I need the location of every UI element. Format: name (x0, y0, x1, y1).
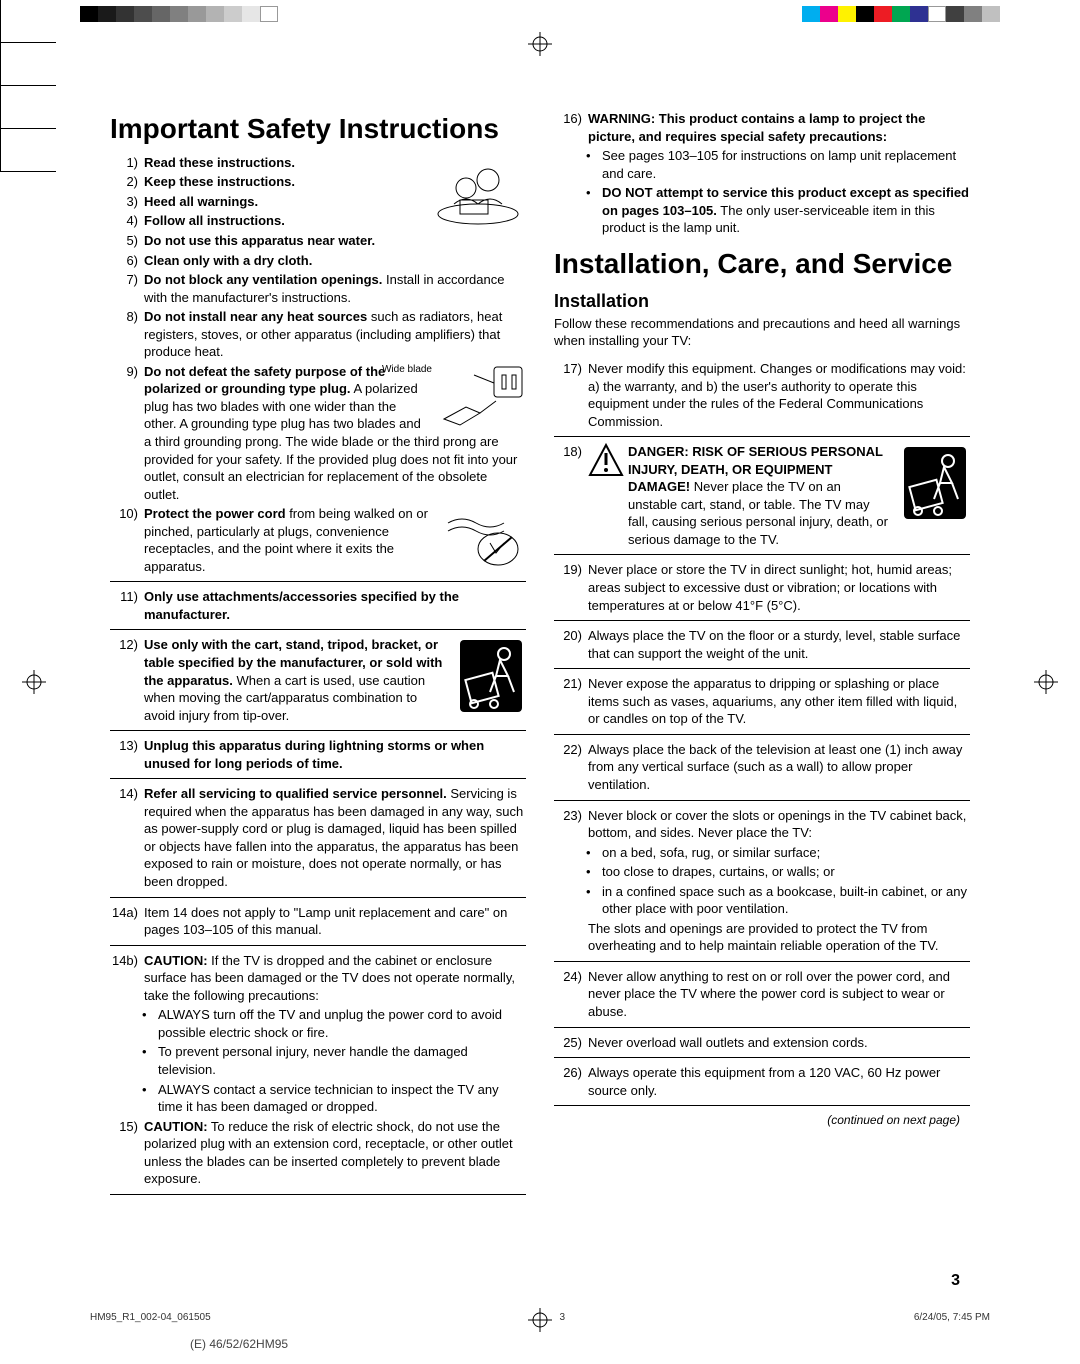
instruction-item: 6)Clean only with a dry cloth. (110, 252, 526, 270)
danger-item: 18)DANGER: RISK OF SERIOUS PERSONAL INJU… (554, 443, 970, 548)
instruction-item: 10)Protect the power cord from being wal… (110, 505, 526, 575)
instruction-item: 22)Always place the back of the televisi… (554, 741, 970, 794)
crop-mark (0, 43, 1, 85)
instruction-item: 13)Unplug this apparatus during lightnin… (110, 737, 526, 772)
instruction-item: 3)Heed all warnings. (110, 193, 430, 211)
sub-bullet: •in a confined space such as a bookcase,… (586, 883, 970, 918)
crop-mark (0, 42, 56, 43)
colorbar-left (80, 6, 278, 22)
footer: HM95_R1_002-04_061505 3 6/24/05, 7:45 PM (90, 1311, 990, 1325)
instruction-item: 1)Read these instructions. (110, 154, 430, 172)
instruction-item: 9)Wide bladeDo not defeat the safety pur… (110, 363, 526, 503)
right-intro: Follow these recommendations and precaut… (554, 315, 970, 350)
crop-mark (0, 85, 56, 86)
page-number: 3 (951, 1270, 960, 1292)
right-column: 16)WARNING: This product contains a lamp… (554, 110, 970, 1284)
sub-bullet: •ALWAYS contact a service technician to … (142, 1081, 526, 1116)
warning-triangle-icon (588, 443, 624, 477)
footer-left: HM95_R1_002-04_061505 (90, 1311, 211, 1325)
instruction-item: 2)Keep these instructions. (110, 173, 430, 191)
footer-right: 6/24/05, 7:45 PM (914, 1311, 990, 1325)
left-title: Important Safety Instructions (110, 110, 526, 148)
instruction-item: 21)Never expose the apparatus to drippin… (554, 675, 970, 728)
instruction-item: 4)Follow all instructions. (110, 212, 430, 230)
registration-mark-icon (528, 32, 552, 56)
page-content: Important Safety Instructions 1)Read the… (110, 110, 970, 1284)
page-footer-code: (E) 46/52/62HM95 (190, 1336, 288, 1352)
instruction-item: 24)Never allow anything to rest on or ro… (554, 968, 970, 1021)
instruction-item: 15)CAUTION: To reduce the risk of electr… (110, 1118, 526, 1188)
crop-mark (0, 171, 56, 172)
instruction-item: 26)Always operate this equipment from a … (554, 1064, 970, 1099)
continued-note: (continued on next page) (554, 1112, 960, 1128)
reading-family-icon (430, 154, 526, 228)
instruction-item: 20)Always place the TV on the floor or a… (554, 627, 970, 662)
crop-mark (0, 86, 1, 128)
power-cord-no-step-icon (442, 505, 526, 569)
cart-tip-over-icon (900, 443, 970, 523)
instruction-item: 14)Refer all servicing to qualified serv… (110, 785, 526, 890)
instruction-item: 19)Never place or store the TV in direct… (554, 561, 970, 614)
instruction-item: 5)Do not use this apparatus near water. (110, 232, 526, 250)
instruction-item: 17)Never modify this equipment. Changes … (554, 360, 970, 430)
right-title: Installation, Care, and Service (554, 245, 970, 283)
instruction-item: 11)Only use attachments/accessories spec… (110, 588, 526, 623)
instruction-item: 14b)CAUTION: If the TV is dropped and th… (110, 952, 526, 1005)
instruction-item: 16)WARNING: This product contains a lamp… (554, 110, 970, 145)
colorbar-right (802, 6, 1000, 22)
footer-mid: 3 (559, 1311, 565, 1325)
instruction-tail: The slots and openings are provided to p… (554, 920, 970, 955)
instruction-item: 12)Use only with the cart, stand, tripod… (110, 636, 526, 724)
instruction-item: 25)Never overload wall outlets and exten… (554, 1034, 970, 1052)
sub-bullet: •DO NOT attempt to service this product … (586, 184, 970, 237)
cart-tip-over-icon (456, 636, 526, 716)
sub-bullet: •on a bed, sofa, rug, or similar surface… (586, 844, 970, 862)
plug-outlet-icon (436, 363, 526, 433)
registration-mark-icon (1034, 670, 1058, 694)
crop-mark (0, 128, 56, 129)
crop-mark (0, 129, 1, 171)
instruction-item: 7)Do not block any ventilation openings.… (110, 271, 526, 306)
sub-bullet: •To prevent personal injury, never handl… (142, 1043, 526, 1078)
left-column: Important Safety Instructions 1)Read the… (110, 110, 526, 1284)
sub-bullet: •too close to drapes, curtains, or walls… (586, 863, 970, 881)
instruction-item: 14a)Item 14 does not apply to "Lamp unit… (110, 904, 526, 939)
crop-mark (0, 0, 1, 42)
right-subtitle: Installation (554, 289, 970, 313)
sub-bullet: •ALWAYS turn off the TV and unplug the p… (142, 1006, 526, 1041)
instruction-item: 8)Do not install near any heat sources s… (110, 308, 526, 361)
instruction-item: 23)Never block or cover the slots or ope… (554, 807, 970, 842)
registration-mark-icon (22, 670, 46, 694)
sub-bullet: •See pages 103–105 for instructions on l… (586, 147, 970, 182)
